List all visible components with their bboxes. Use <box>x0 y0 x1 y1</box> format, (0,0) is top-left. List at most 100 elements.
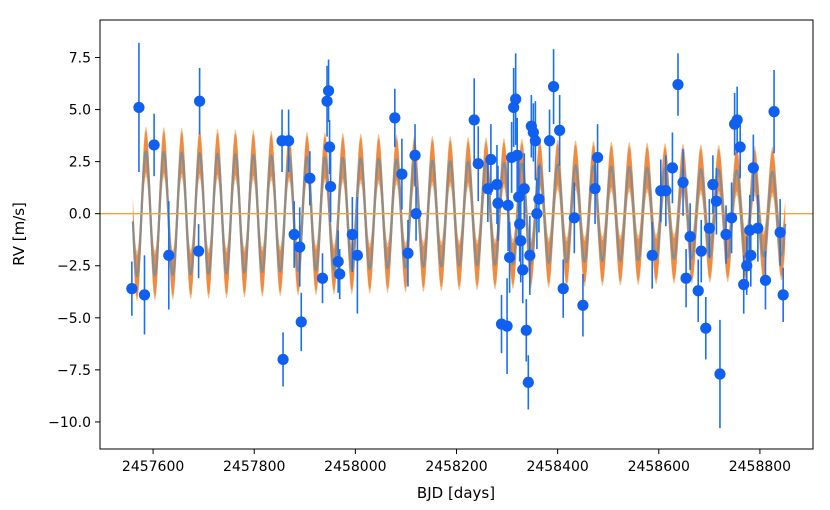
data-point <box>288 228 300 241</box>
data-point <box>533 193 545 205</box>
y-axis: 7.5 5.0 2.5 0.0 −2.5 −5.0 −7.5 −10.0 <box>48 50 100 431</box>
data-point <box>518 183 530 195</box>
data-point <box>692 285 704 297</box>
data-point <box>491 178 503 191</box>
x-axis-label: BJD [days] <box>417 484 495 502</box>
data-point <box>396 168 408 180</box>
data-point <box>346 228 358 241</box>
data-point <box>710 195 723 207</box>
data-point <box>646 249 658 261</box>
y-tick-label: 2.5 <box>69 155 91 171</box>
y-tick-label: −5.0 <box>57 311 91 327</box>
data-point <box>529 135 541 147</box>
data-point <box>334 268 346 280</box>
data-point <box>194 95 206 107</box>
data-point <box>738 278 750 291</box>
x-tick-label: 2457600 <box>122 459 184 475</box>
data-point <box>510 93 522 105</box>
data-point <box>680 272 692 284</box>
data-point <box>277 353 289 366</box>
y-axis-label: RV [m/s] <box>10 202 28 266</box>
data-point <box>747 162 759 174</box>
data-point <box>700 322 712 334</box>
data-point <box>503 251 516 264</box>
data-point <box>517 264 529 276</box>
data-point <box>777 289 789 301</box>
x-tick-label: 2458400 <box>526 459 588 475</box>
data-point <box>554 124 566 136</box>
x-axis: 2457600 2457800 2458000 2458200 2458400 24586… <box>122 449 791 475</box>
data-point <box>741 260 753 272</box>
y-tick-label: −2.5 <box>57 259 91 275</box>
data-point <box>283 135 295 147</box>
data-point <box>714 368 726 380</box>
data-point <box>316 272 329 284</box>
data-point <box>163 249 175 261</box>
data-point <box>703 222 715 234</box>
data-point <box>294 241 306 253</box>
data-point <box>515 235 527 247</box>
data-point <box>138 289 151 301</box>
data-point <box>295 316 307 328</box>
data-point <box>409 149 421 161</box>
data-point <box>514 218 526 230</box>
data-point <box>568 212 580 224</box>
data-point <box>321 95 333 107</box>
data-point <box>731 114 743 126</box>
data-point <box>501 320 513 332</box>
data-point <box>304 172 316 184</box>
data-point <box>402 247 414 259</box>
data-point <box>660 185 672 197</box>
data-point <box>589 183 601 195</box>
data-point <box>513 191 525 203</box>
y-tick-label: 0.0 <box>69 207 91 223</box>
data-point <box>351 249 363 261</box>
x-tick-label: 2458200 <box>425 459 487 475</box>
data-point <box>531 208 543 220</box>
data-point <box>752 222 764 234</box>
data-point <box>577 299 589 311</box>
data-point <box>768 106 780 118</box>
data-point <box>666 162 679 174</box>
y-tick-label: 5.0 <box>69 103 91 119</box>
data-point <box>734 141 746 153</box>
data-point <box>543 135 556 147</box>
data-point <box>482 183 494 195</box>
data-point <box>774 226 786 239</box>
data-point <box>324 181 337 193</box>
data-point <box>511 149 523 161</box>
data-point <box>148 139 160 151</box>
data-point <box>410 208 422 220</box>
data-point <box>389 112 401 124</box>
data-point <box>725 212 738 224</box>
data-point-group <box>126 78 789 388</box>
data-point <box>684 230 696 243</box>
data-point <box>557 283 569 295</box>
data-point <box>485 153 497 166</box>
data-point <box>133 101 145 114</box>
data-point <box>522 376 534 388</box>
data-point <box>332 255 344 268</box>
data-point <box>707 178 719 191</box>
x-tick-label: 2458800 <box>729 459 791 475</box>
data-point <box>520 324 532 336</box>
x-tick-label: 2457800 <box>223 459 285 475</box>
data-point <box>547 81 560 93</box>
y-tick-label: −7.5 <box>57 363 91 379</box>
data-point <box>193 245 205 257</box>
y-tick-label: 7.5 <box>69 50 91 66</box>
y-tick-label: −10.0 <box>48 415 91 431</box>
data-point <box>472 158 484 170</box>
data-point <box>468 114 480 126</box>
data-point <box>695 245 707 257</box>
data-point <box>745 249 757 261</box>
data-point <box>677 176 689 189</box>
x-tick-label: 2458000 <box>324 459 386 475</box>
data-point <box>720 228 732 241</box>
data-point <box>759 274 772 286</box>
data-point <box>591 151 604 164</box>
model-curve-line <box>131 150 787 278</box>
data-point <box>502 199 514 211</box>
data-point <box>492 197 504 209</box>
